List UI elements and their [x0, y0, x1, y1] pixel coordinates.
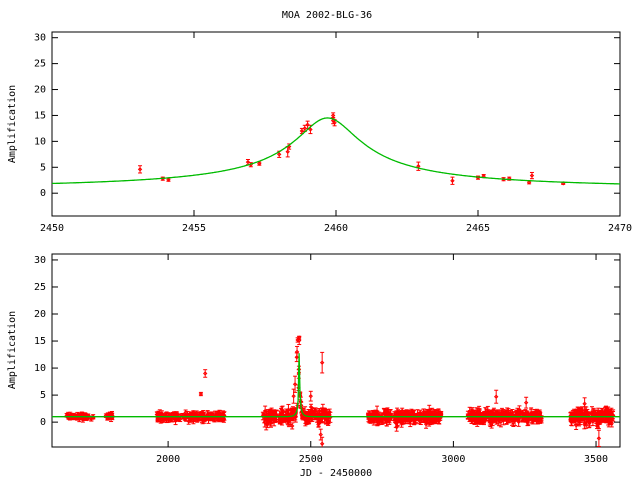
y-tick-label: 25: [34, 282, 46, 293]
data-point: [530, 172, 534, 178]
chart-title: MOA 2002-BLG-36: [282, 10, 372, 21]
x-tick-label: 3500: [584, 454, 608, 465]
model-curve: [52, 118, 620, 184]
x-tick-label: 2455: [182, 223, 206, 234]
x-tick-label: 2465: [466, 223, 490, 234]
data-point: [597, 430, 601, 446]
data-point: [167, 418, 171, 421]
y-tick-label: 0: [40, 188, 46, 199]
data-point: [138, 166, 142, 173]
plot-frame: [52, 32, 620, 216]
data-point: [166, 178, 170, 181]
data-point: [494, 390, 498, 403]
full-panel: 0 5 10 15 20 25 30 2000 2500 3000 3500: [34, 254, 620, 465]
x-tick-label: 3000: [441, 454, 465, 465]
data-point: [450, 177, 454, 184]
x-tick-label: 2000: [156, 454, 180, 465]
data-point: [416, 162, 420, 170]
y-tick-label: 15: [34, 336, 46, 347]
y-tick-label: 5: [40, 162, 46, 173]
data-point: [295, 353, 299, 362]
x-tick-label: 2470: [608, 223, 632, 234]
y-tick-label: 20: [34, 85, 46, 96]
y-tick-label: 25: [34, 59, 46, 70]
y-tick-label: 10: [34, 363, 46, 374]
y-tick-label: 30: [34, 33, 46, 44]
data-point: [371, 413, 375, 416]
data-point: [199, 392, 203, 395]
data-point: [257, 162, 261, 165]
data-series: [65, 336, 615, 450]
x-tick-label: 2460: [324, 223, 348, 234]
zoomed-panel: 0 5 10 15 20 25 30 2450 2455 2460 2465 2470: [34, 32, 632, 234]
data-point: [290, 423, 294, 429]
data-point: [524, 397, 528, 408]
y-tick-label: 10: [34, 136, 46, 147]
y-tick-label: 20: [34, 309, 46, 320]
y-tick-label: 5: [40, 390, 46, 401]
y-tick-label: 0: [40, 417, 46, 428]
data-point: [261, 413, 265, 416]
y-tick-label: 15: [34, 110, 46, 121]
data-point: [203, 370, 207, 378]
data-point: [309, 391, 313, 401]
x-tick-label: 2450: [40, 223, 64, 234]
data-point: [320, 352, 324, 373]
y-tick-label: 30: [34, 255, 46, 266]
x-tick-label: 2500: [299, 454, 323, 465]
